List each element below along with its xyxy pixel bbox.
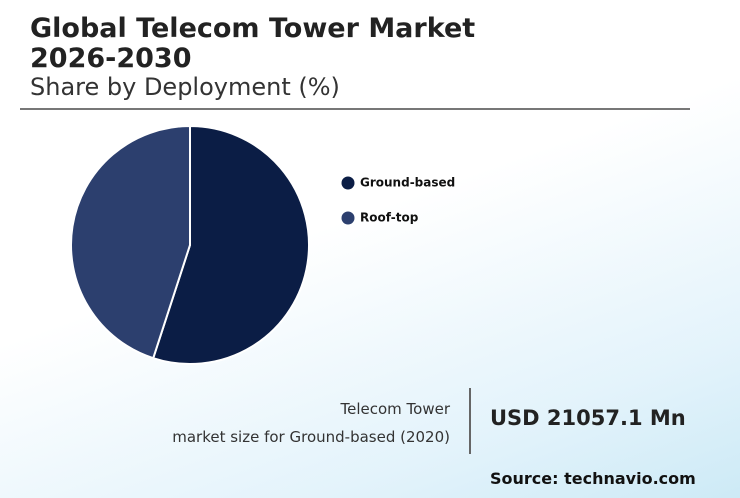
- legend-marker: [341, 176, 355, 190]
- annotation-label: market size for Ground-based (2020): [172, 428, 450, 446]
- pie-slice: [151, 124, 310, 365]
- annotation-value: USD 21057.1 Mn: [490, 406, 686, 430]
- chart-subtitle: Share by Deployment (%): [30, 73, 340, 101]
- pie-slice: [70, 124, 191, 360]
- source: Source: technavio.com: [490, 469, 696, 488]
- legend-label: Ground-based: [360, 176, 455, 190]
- chart-title: Global Telecom Tower Market 2026-2030: [30, 13, 476, 74]
- divider: [20, 108, 690, 110]
- annotation-label: Telecom Tower: [340, 400, 451, 418]
- legend-label: Roof-top: [360, 211, 419, 225]
- separator: [469, 388, 471, 454]
- legend-marker: [341, 211, 355, 225]
